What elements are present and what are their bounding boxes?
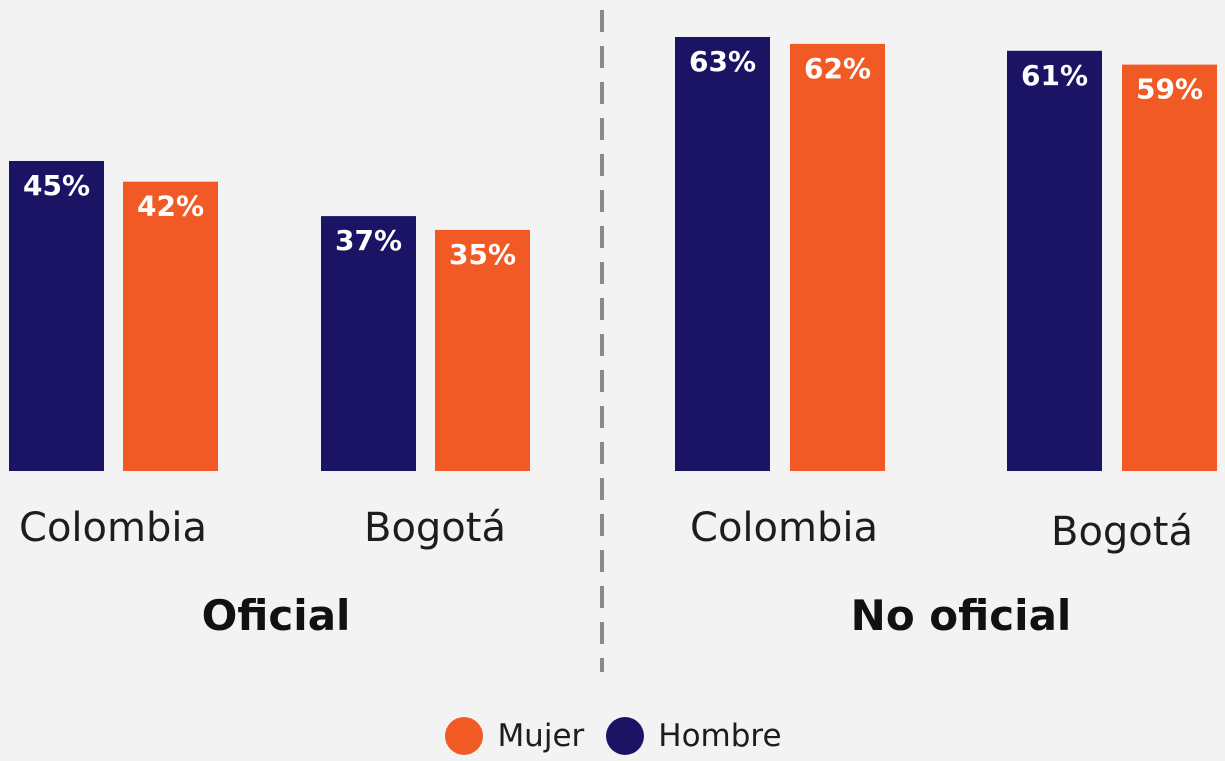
bar-oficial-colombia-hombre xyxy=(9,161,104,471)
legend-swatch-hombre xyxy=(606,717,645,755)
data-label-no-oficial-bogota-mujer: 59% xyxy=(1136,73,1203,106)
legend: Mujer Hombre xyxy=(0,712,1225,760)
data-label-no-oficial-colombia-mujer: 62% xyxy=(804,52,871,85)
category-label-oficial-bogota: Bogotá xyxy=(364,505,506,551)
data-label-oficial-bogota-hombre: 37% xyxy=(335,224,402,257)
bar-no-oficial-colombia-hombre xyxy=(675,37,770,471)
legend-item-mujer: Mujer xyxy=(445,717,584,755)
category-label-no-oficial-colombia: Colombia xyxy=(690,505,878,551)
legend-swatch-mujer xyxy=(445,717,484,755)
bar-no-oficial-bogota-hombre xyxy=(1007,50,1102,472)
bar-no-oficial-bogota-mujer xyxy=(1122,64,1217,471)
category-label-no-oficial-bogota: Bogotá xyxy=(1051,509,1193,555)
bar-oficial-bogota-hombre xyxy=(321,216,416,471)
bar-no-oficial-colombia-mujer xyxy=(790,43,885,472)
bar-oficial-colombia-mujer xyxy=(123,181,218,471)
data-label-no-oficial-colombia-hombre: 63% xyxy=(689,45,756,78)
legend-label-hombre: Hombre xyxy=(658,718,782,754)
category-label-oficial-colombia: Colombia xyxy=(19,505,207,551)
data-label-oficial-colombia-mujer: 42% xyxy=(137,190,204,223)
legend-item-hombre: Hombre xyxy=(606,717,782,755)
data-label-oficial-bogota-mujer: 35% xyxy=(449,238,516,271)
panel-label-oficial: Oficial xyxy=(202,591,351,640)
data-label-no-oficial-bogota-hombre: 61% xyxy=(1021,59,1088,92)
panel-label-no-oficial: No oficial xyxy=(851,591,1072,640)
data-label-oficial-colombia-hombre: 45% xyxy=(23,169,90,202)
bar-chart: 45% 42% Colombia 37% 35% Bogotá Oficial 63% 62% C… xyxy=(9,10,1217,672)
bar-oficial-bogota-mujer xyxy=(435,229,530,471)
legend-label-mujer: Mujer xyxy=(497,718,585,754)
